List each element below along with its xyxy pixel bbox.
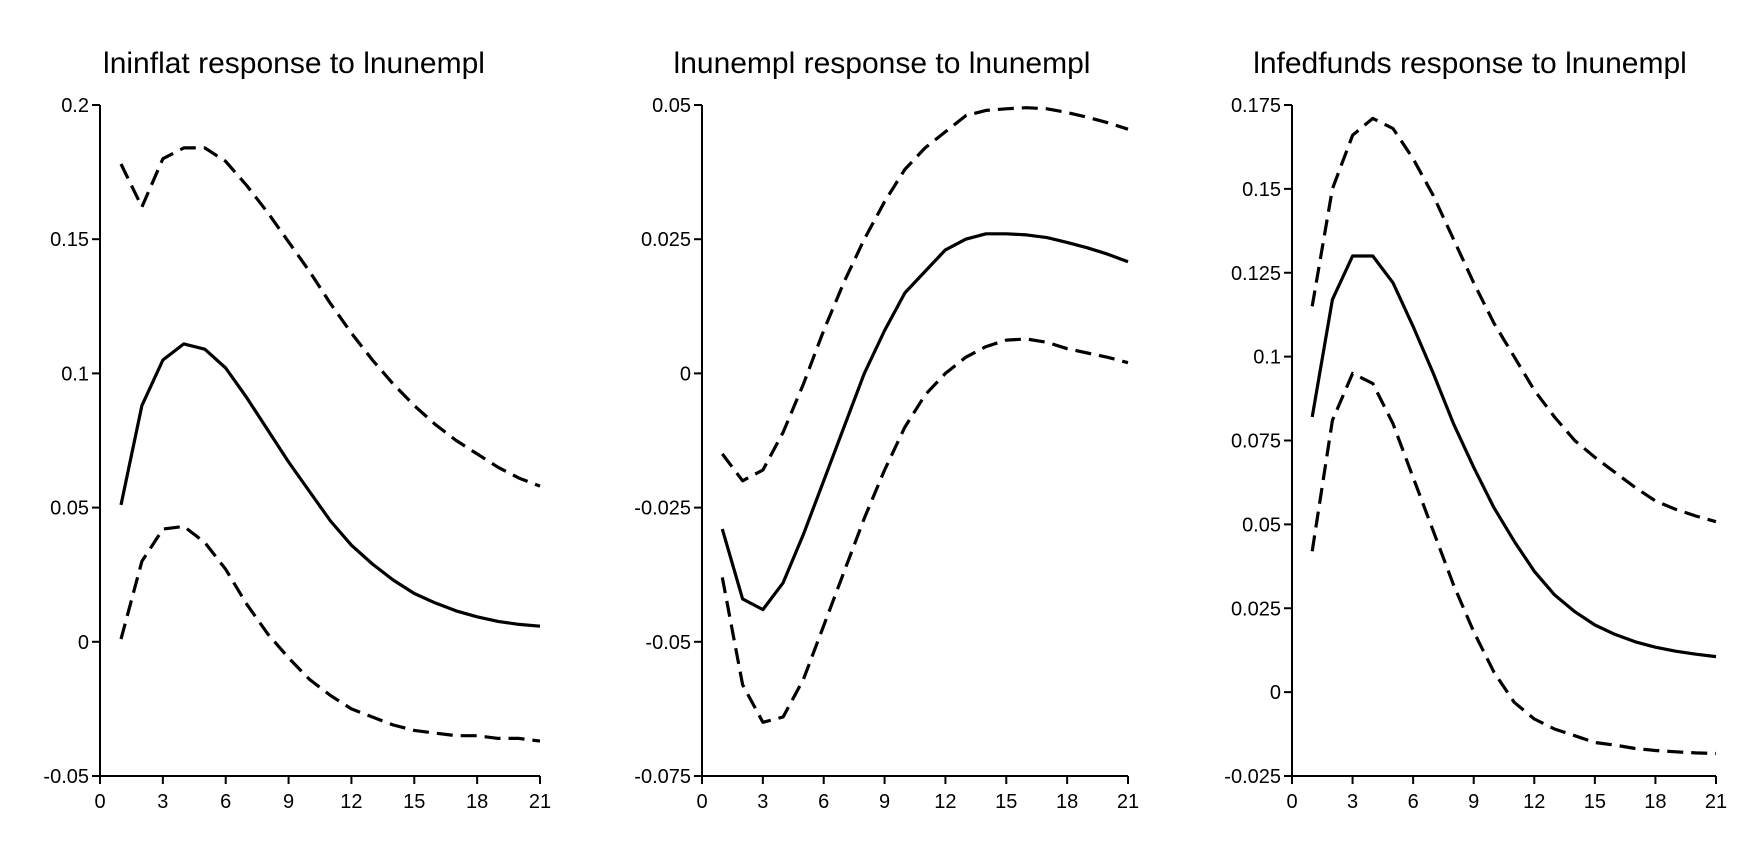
x-tick-label: 9: [1468, 791, 1479, 813]
y-tick-label: 0.1: [1253, 347, 1281, 369]
x-tick-label: 0: [1286, 791, 1297, 813]
y-tick-label: -0.025: [1224, 766, 1281, 788]
y-tick-label: -0.05: [645, 632, 691, 654]
y-tick-label: 0: [1270, 682, 1281, 704]
y-tick-label: 0.05: [50, 498, 89, 520]
x-tick-label: 21: [1705, 791, 1727, 813]
y-tick-label: 0.1: [61, 363, 89, 385]
upper-band-line: [1310, 116, 1717, 524]
x-tick-label: 18: [1056, 791, 1078, 813]
y-tick-label: 0.05: [1242, 514, 1281, 536]
y-tick-label: 0.025: [641, 229, 691, 251]
upper-band-line: [119, 146, 541, 488]
y-tick-label: -0.05: [43, 766, 89, 788]
lower-band-line: [720, 337, 1129, 724]
x-tick-label: 3: [157, 791, 168, 813]
x-tick-label: 18: [1644, 791, 1666, 813]
y-tick-label: -0.075: [634, 766, 691, 788]
x-tick-label: 9: [879, 791, 890, 813]
irf-point-estimate-line: [720, 232, 1129, 612]
x-tick-label: 12: [340, 791, 362, 813]
y-tick-label: 0.125: [1231, 263, 1281, 285]
lower-band-line: [119, 524, 541, 743]
y-tick-label: 0: [78, 632, 89, 654]
upper-band-line: [721, 106, 1129, 483]
x-tick-label: 15: [403, 791, 425, 813]
panel-title: lnunempl response to lnunempl: [674, 47, 1091, 80]
x-tick-label: 6: [818, 791, 829, 813]
panel-lnunempl: lnunempl response to lnunempl -0.075 -0.0…: [634, 47, 1139, 813]
y-tick-label: -0.025: [634, 498, 691, 520]
y-tick-label: 0.025: [1231, 598, 1281, 620]
y-tick-label: 0.15: [1242, 179, 1281, 201]
y-tick-label: 0.05: [652, 95, 691, 117]
y-tick-label: 0: [680, 363, 691, 385]
x-tick-label: 18: [466, 791, 488, 813]
y-tick-label: 0.15: [50, 229, 89, 251]
y-tick-label: 0.2: [61, 95, 89, 117]
x-tick-label: 3: [1347, 791, 1358, 813]
x-tick-label: 3: [757, 791, 768, 813]
x-tick-label: 15: [1584, 791, 1606, 813]
x-tick-label: 15: [995, 791, 1017, 813]
x-tick-label: 12: [934, 791, 956, 813]
x-tick-label: 12: [1523, 791, 1545, 813]
y-tick-label: 0.075: [1231, 431, 1281, 453]
panel-title: lnfedfunds response to lnunempl: [1253, 47, 1687, 80]
panel-title: lninflat response to lnunempl: [103, 47, 485, 80]
irf-point-estimate-line: [1310, 254, 1717, 659]
y-tick-label: 0.175: [1231, 95, 1281, 117]
x-tick-label: 21: [1117, 791, 1139, 813]
lower-band-line: [1310, 371, 1717, 756]
panel-lnfedfunds: lnfedfunds response to lnunempl -0.02500…: [1224, 47, 1727, 813]
x-tick-label: 0: [696, 791, 707, 813]
irf-point-estimate-line: [119, 342, 541, 628]
x-tick-label: 9: [283, 791, 294, 813]
x-tick-label: 21: [529, 791, 551, 813]
panel-lninflat: lninflat response to lnunempl -0.0500.05…: [43, 47, 551, 813]
x-tick-label: 6: [220, 791, 231, 813]
x-tick-label: 0: [94, 791, 105, 813]
x-tick-label: 6: [1408, 791, 1419, 813]
